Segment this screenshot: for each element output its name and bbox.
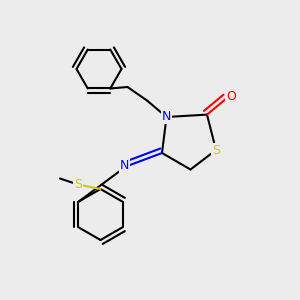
Text: S: S: [212, 143, 220, 157]
Text: N: N: [120, 159, 129, 172]
Text: N: N: [162, 110, 171, 124]
Text: S: S: [74, 178, 82, 191]
Text: O: O: [226, 90, 236, 104]
